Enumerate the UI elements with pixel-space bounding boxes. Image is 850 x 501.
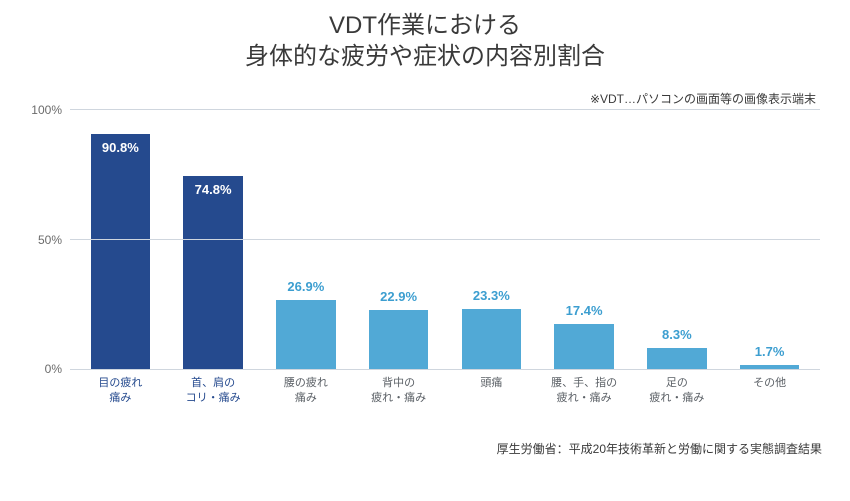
y-axis-label: 0% — [45, 362, 62, 376]
source-citation: 厚生労働省：平成20年技術革新と労働に関する実態調査結果 — [10, 430, 840, 457]
bar: 17.4% — [554, 324, 613, 369]
vdt-footnote: ※VDT…パソコンの画面等の画像表示端末 — [590, 90, 816, 107]
bar-value-label: 17.4% — [566, 303, 603, 318]
bar-slot: 74.8% — [167, 110, 260, 369]
chart-area: ※VDT…パソコンの画面等の画像表示端末 90.8% 74.8% 26.9% 22.9… — [10, 90, 840, 430]
gridline — [70, 239, 820, 240]
bar: 22.9% — [369, 310, 428, 369]
bar-slot: 26.9% — [260, 110, 353, 369]
bar-slot: 8.3% — [631, 110, 724, 369]
category-label: 足の 疲れ・痛み — [631, 376, 724, 406]
bar-value-label: 90.8% — [102, 140, 139, 155]
bar: 74.8% — [183, 176, 242, 370]
bar-value-label: 8.3% — [662, 327, 692, 342]
bar-slot: 23.3% — [445, 110, 538, 369]
bar-value-label: 74.8% — [195, 182, 232, 197]
bar: 90.8% — [91, 134, 150, 369]
title-line-1: VDT作業における — [329, 12, 521, 39]
bar-value-label: 22.9% — [380, 289, 417, 304]
category-label: 頭痛 — [445, 376, 538, 406]
title-line-2: 身体的な疲労や症状の内容別割合 — [245, 43, 605, 70]
plot-area: 90.8%74.8%26.9%22.9%23.3%17.4%8.3%1.7% 0… — [70, 110, 820, 370]
bar-slot: 90.8% — [74, 110, 167, 369]
category-label: 目の疲れ 痛み — [74, 376, 167, 406]
bar-slot: 1.7% — [723, 110, 816, 369]
bar: 26.9% — [276, 300, 335, 370]
x-axis-labels: 目の疲れ 痛み首、肩の コリ・痛み腰の疲れ 痛み背中の 疲れ・痛み頭痛腰、手、指… — [70, 370, 820, 406]
bar-value-label: 23.3% — [473, 288, 510, 303]
category-label: 首、肩の コリ・痛み — [167, 376, 260, 406]
bar-value-label: 26.9% — [287, 279, 324, 294]
bar: 8.3% — [647, 348, 706, 369]
gridline — [70, 109, 820, 110]
category-label: 腰、手、指の 疲れ・痛み — [538, 376, 631, 406]
category-label: 背中の 疲れ・痛み — [352, 376, 445, 406]
category-label: 腰の疲れ 痛み — [260, 376, 353, 406]
bar: 1.7% — [740, 365, 799, 369]
y-axis-label: 50% — [38, 233, 62, 247]
bar-slot: 17.4% — [538, 110, 631, 369]
category-label: その他 — [723, 376, 816, 406]
bar-value-label: 1.7% — [755, 344, 785, 359]
chart-container: VDT作業における 身体的な疲労や症状の内容別割合 ※VDT…パソコンの画面等の… — [0, 0, 850, 501]
bar-slot: 22.9% — [352, 110, 445, 369]
bar: 23.3% — [462, 309, 521, 369]
chart-title: VDT作業における 身体的な疲労や症状の内容別割合 — [10, 10, 840, 72]
y-axis-label: 100% — [31, 103, 62, 117]
bars-group: 90.8% 74.8% 26.9% 22.9% 23.3% 17.4% 8.3% 1.7% — [70, 110, 820, 369]
